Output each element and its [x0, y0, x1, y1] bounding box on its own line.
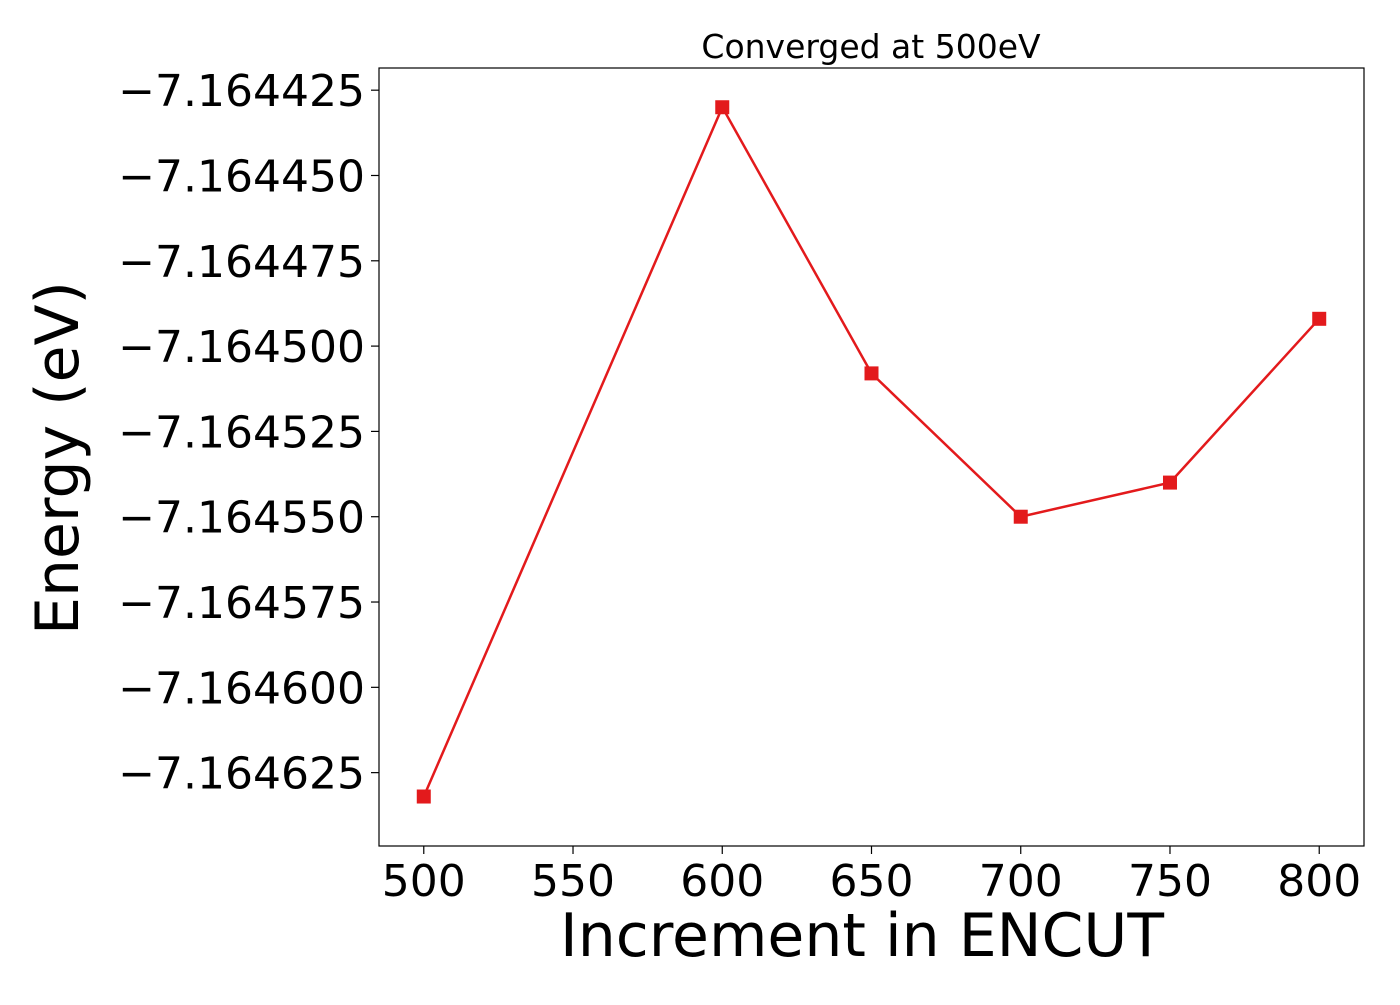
y-tick-label: −7.164475	[118, 237, 365, 288]
y-tick-label: −7.164500	[118, 322, 365, 373]
data-point-marker	[715, 100, 730, 115]
x-tick-label: 600	[680, 856, 764, 907]
data-point-marker	[1013, 509, 1028, 524]
data-point-marker	[1162, 475, 1177, 490]
x-tick-label: 650	[830, 856, 914, 907]
x-axis-ticks: 500 550 600 650 700 750 800	[382, 846, 1361, 907]
y-tick-label: −7.164600	[118, 663, 365, 714]
data-point-marker	[864, 366, 879, 381]
x-tick-label: 500	[382, 856, 466, 907]
y-tick-label: −7.164625	[118, 749, 365, 800]
x-tick-label: 750	[1128, 856, 1212, 907]
y-tick-label: −7.164575	[118, 578, 365, 629]
y-tick-label: −7.164525	[118, 407, 365, 458]
data-point-marker	[1312, 311, 1327, 326]
axes-frame	[378, 67, 1365, 847]
x-axis-label: Increment in ENCUT	[560, 901, 1164, 971]
y-axis-label: Energy (eV)	[23, 281, 93, 635]
y-tick-label: −7.164550	[118, 493, 365, 544]
data-point-marker	[416, 789, 431, 804]
chart-title: Converged at 500eV	[701, 27, 1041, 66]
x-tick-label: 700	[979, 856, 1063, 907]
y-tick-label: −7.164425	[118, 66, 365, 117]
series-line	[422, 104, 1321, 797]
x-tick-label: 550	[531, 856, 615, 907]
x-tick-label: 800	[1277, 856, 1361, 907]
plot-area	[416, 100, 1327, 804]
y-axis-ticks: −7.164425 −7.164450 −7.164475 −7.164500 −7.1…	[118, 66, 379, 800]
y-tick-label: −7.164450	[118, 151, 365, 202]
